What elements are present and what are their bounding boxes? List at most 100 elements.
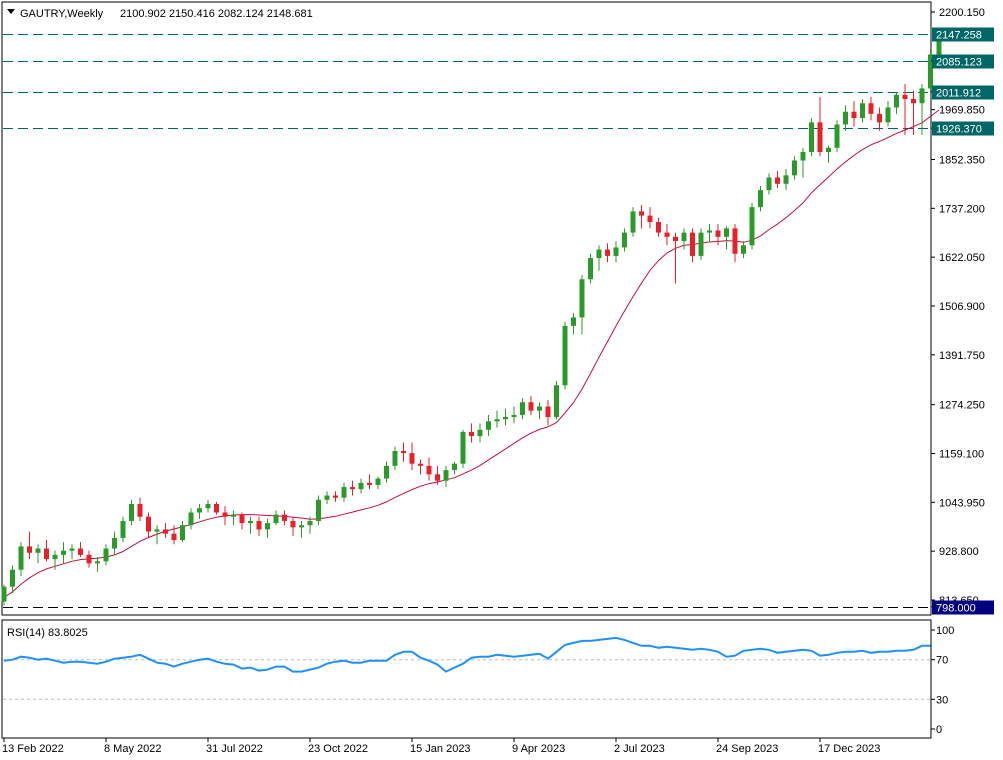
candle[interactable] — [800, 147, 806, 178]
candle[interactable] — [758, 185, 763, 212]
candle[interactable] — [27, 531, 32, 560]
triangle-down-icon[interactable] — [7, 9, 15, 14]
candle[interactable] — [928, 50, 933, 93]
candle[interactable] — [605, 243, 610, 263]
candle[interactable] — [520, 397, 525, 420]
candle[interactable] — [392, 446, 398, 471]
candle[interactable] — [647, 207, 653, 229]
candle[interactable] — [817, 96, 823, 157]
candle[interactable] — [103, 544, 109, 566]
candle[interactable] — [222, 506, 228, 526]
candle[interactable] — [78, 542, 83, 558]
candle[interactable] — [341, 482, 347, 502]
candle[interactable] — [511, 406, 517, 424]
candle[interactable] — [52, 550, 58, 570]
candle[interactable] — [273, 510, 279, 526]
candle[interactable] — [809, 118, 814, 157]
candle[interactable] — [350, 480, 355, 496]
candle[interactable] — [112, 531, 117, 555]
candle[interactable] — [358, 478, 364, 494]
candle[interactable] — [503, 408, 508, 426]
candle[interactable] — [197, 504, 202, 519]
candle[interactable] — [299, 520, 304, 538]
candle[interactable] — [290, 516, 296, 536]
candle[interactable] — [851, 101, 857, 127]
candle[interactable] — [10, 565, 15, 594]
candle[interactable] — [205, 499, 211, 513]
candle[interactable] — [307, 516, 313, 534]
candle[interactable] — [163, 523, 168, 538]
candle[interactable] — [588, 253, 593, 284]
candle[interactable] — [452, 461, 457, 475]
candle[interactable] — [409, 442, 415, 471]
candle[interactable] — [792, 156, 797, 180]
candle[interactable] — [545, 400, 551, 426]
candle[interactable] — [282, 510, 287, 526]
candle[interactable] — [894, 92, 899, 114]
candle[interactable] — [256, 516, 262, 536]
candle[interactable] — [239, 512, 245, 530]
candle[interactable] — [715, 224, 721, 246]
candle[interactable] — [1, 584, 7, 606]
candle[interactable] — [902, 84, 908, 136]
main-chart-frame[interactable] — [1, 1, 932, 616]
candle[interactable] — [154, 525, 160, 545]
candle[interactable] — [367, 474, 372, 490]
candle[interactable] — [681, 228, 687, 250]
candle[interactable] — [435, 465, 440, 485]
candle[interactable] — [265, 518, 270, 538]
candle[interactable] — [673, 232, 678, 284]
candle[interactable] — [333, 491, 338, 502]
candle[interactable] — [418, 459, 423, 475]
candle[interactable] — [860, 99, 865, 123]
candle[interactable] — [129, 499, 134, 526]
candle[interactable] — [562, 321, 568, 390]
candle[interactable] — [741, 241, 746, 259]
candle[interactable] — [579, 274, 585, 335]
candle[interactable] — [171, 525, 177, 545]
candle[interactable] — [826, 145, 831, 163]
candle[interactable] — [724, 226, 729, 250]
candle[interactable] — [95, 557, 100, 572]
candle[interactable] — [146, 512, 151, 538]
candle[interactable] — [885, 101, 891, 127]
candle[interactable] — [316, 495, 321, 526]
candle[interactable] — [477, 423, 483, 443]
candle[interactable] — [698, 228, 704, 261]
candle[interactable] — [868, 96, 874, 121]
candle[interactable] — [486, 414, 491, 437]
candle[interactable] — [18, 542, 24, 577]
candle[interactable] — [919, 84, 925, 136]
candle[interactable] — [554, 381, 559, 420]
candle[interactable] — [443, 465, 449, 488]
candle[interactable] — [664, 224, 670, 246]
candle[interactable] — [375, 476, 381, 490]
candle[interactable] — [707, 224, 712, 242]
rsi-panel-frame[interactable] — [1, 619, 932, 739]
candle[interactable] — [766, 173, 772, 195]
candle[interactable] — [639, 205, 644, 229]
candle[interactable] — [231, 510, 236, 526]
candle[interactable] — [469, 423, 474, 443]
candle[interactable] — [137, 497, 143, 521]
candle[interactable] — [460, 429, 466, 468]
candle[interactable] — [86, 550, 92, 568]
candle[interactable] — [426, 457, 432, 481]
candle[interactable] — [571, 313, 576, 335]
candle[interactable] — [494, 410, 500, 428]
candle[interactable] — [528, 395, 534, 415]
candle[interactable] — [61, 542, 66, 564]
candle[interactable] — [834, 120, 840, 153]
candle[interactable] — [537, 402, 542, 420]
candle[interactable] — [630, 207, 636, 237]
candle[interactable] — [622, 228, 627, 252]
candle[interactable] — [248, 516, 253, 534]
candle[interactable] — [69, 544, 75, 560]
candle[interactable] — [911, 90, 916, 136]
candle[interactable] — [775, 171, 780, 189]
candle[interactable] — [613, 241, 619, 263]
candle[interactable] — [180, 520, 185, 543]
candle[interactable] — [690, 228, 695, 263]
candle[interactable] — [877, 107, 882, 131]
